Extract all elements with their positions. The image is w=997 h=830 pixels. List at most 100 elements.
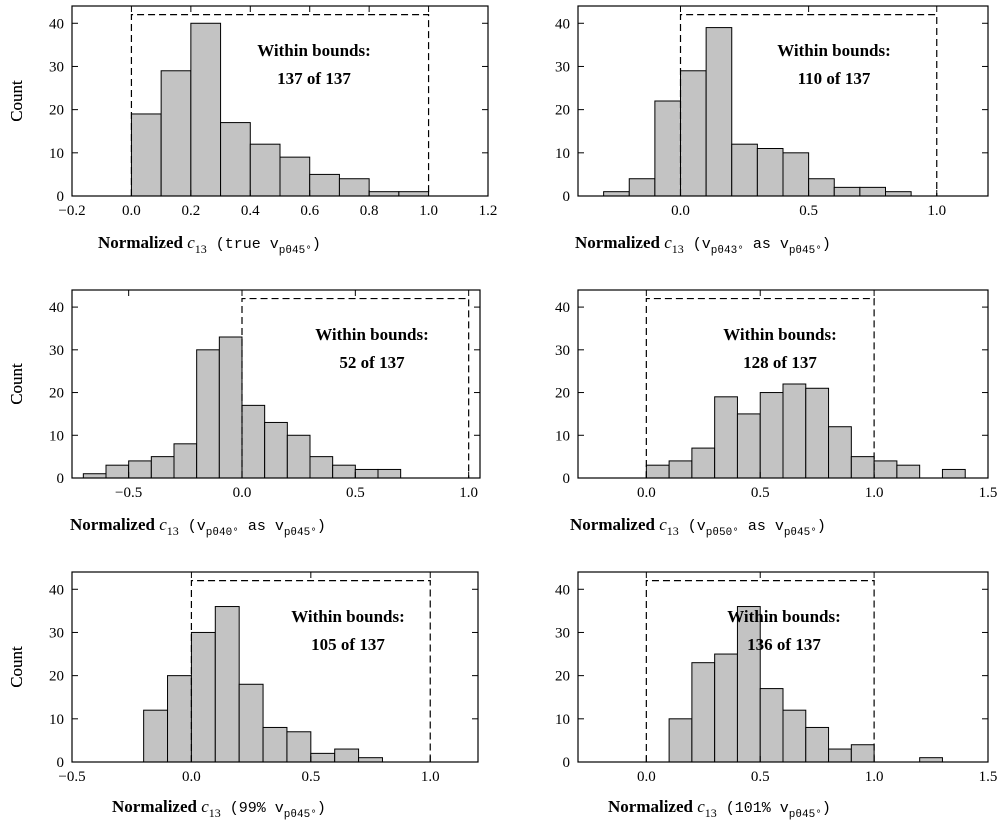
x-tick-label: −0.5: [115, 485, 142, 501]
y-axis-label: Count: [7, 80, 26, 122]
annotation-count: 137 of 137: [277, 69, 351, 88]
histogram-bar: [309, 456, 334, 479]
histogram-bar: [190, 22, 222, 197]
histogram-bar: [249, 143, 281, 197]
histogram-bar: [654, 100, 681, 197]
x-tick-label: 1.0: [927, 203, 946, 219]
y-tick-label: 30: [49, 59, 64, 75]
x-axis-label: Normalized c13 (99% vpθ45°): [112, 797, 326, 821]
histogram-bar: [896, 464, 921, 479]
histogram-bar: [782, 152, 810, 197]
bounds-box: [130, 14, 430, 196]
histogram-bar: [279, 156, 311, 197]
x-axis-label: Normalized c13 (vpθ40° as vpθ45°): [70, 515, 326, 539]
histogram-bar: [238, 683, 264, 763]
x-tick-label: 1.0: [865, 485, 884, 501]
y-axis-label: Count: [7, 363, 26, 405]
x-tick-label: 0.5: [799, 203, 818, 219]
histogram-bar: [805, 387, 830, 479]
annotation-title: Within bounds:: [723, 325, 837, 344]
histogram-bar: [334, 748, 360, 763]
histogram-panel-top-left: 0 10 20 30 40 −0.2 0.0 0.2 0.4 0.6 0.8 1.0 1.2 Count W…: [7, 5, 498, 257]
annotation-title: Within bounds:: [257, 41, 371, 60]
y-tick-label: 40: [555, 300, 570, 316]
histogram-panel-bottom-right: 0 10 20 30 40 0.0 0.5 1.0 1.5 Count Within bounds:…: [7, 571, 997, 821]
histogram-bar: [150, 456, 175, 479]
y-tick-label: 0: [563, 471, 571, 487]
histogram-bar: [714, 396, 738, 479]
histogram-bar: [850, 744, 875, 763]
histogram-bar: [873, 460, 898, 479]
y-tick-label: 10: [555, 146, 570, 162]
x-tick-label: 0.0: [233, 485, 252, 501]
y-tick-label: 20: [555, 103, 570, 119]
plot-frame: [71, 5, 489, 197]
histogram-bar: [705, 27, 733, 197]
x-tick-label: 0.5: [751, 769, 770, 785]
histogram-panel-top-right: 0 10 20 30 40 0.0 0.5 1.0 Count Within bounds: 110…: [7, 5, 989, 257]
histogram-bar: [808, 178, 835, 197]
histogram-bar: [130, 113, 162, 197]
histogram-bar: [603, 191, 630, 197]
y-tick-label: 20: [49, 669, 64, 685]
x-tick-label: 1.0: [459, 485, 478, 501]
annotation-count: 128 of 137: [743, 353, 817, 372]
histogram-bar: [286, 731, 312, 763]
histogram-bar: [82, 473, 107, 479]
x-tick-label: 0.2: [181, 203, 200, 219]
histogram-bar: [850, 456, 875, 479]
histogram-bar: [805, 726, 830, 763]
histogram-bar: [941, 468, 966, 479]
histogram-bar: [218, 336, 243, 479]
x-tick-label: 0.0: [637, 485, 656, 501]
histogram-panel-middle-left: 0 10 20 30 40 −0.5 0.0 0.5 1.0 Count Within bounds…: [7, 289, 481, 539]
histogram-bar: [173, 443, 198, 479]
annotation-count: 110 of 137: [798, 69, 871, 88]
bounds-box: [645, 580, 875, 762]
y-tick-label: 40: [49, 16, 64, 32]
y-tick-label: 40: [49, 582, 64, 598]
histogram-panel-middle-right: 0 10 20 30 40 0.0 0.5 1.0 1.5 Count Within bounds:…: [7, 289, 997, 539]
histogram-bar: [833, 186, 861, 197]
histogram-bar: [220, 122, 251, 197]
x-tick-label: 0.5: [346, 485, 365, 501]
histogram-bar: [264, 421, 288, 479]
y-tick-label: 40: [555, 582, 570, 598]
y-tick-label: 20: [49, 386, 64, 402]
y-tick-label: 0: [57, 471, 65, 487]
x-axis-label: Normalized c13 (vpθ43° as vpθ45°): [575, 233, 831, 257]
histogram-bar: [190, 631, 216, 763]
y-tick-label: 10: [555, 712, 570, 728]
histogram-bar: [310, 752, 336, 763]
x-tick-label: 0.0: [671, 203, 690, 219]
histogram-bar: [214, 606, 240, 763]
histogram-bar: [736, 606, 761, 763]
y-tick-label: 40: [49, 300, 64, 316]
histogram-bar: [377, 468, 402, 479]
histogram-bar: [286, 434, 311, 479]
annotation-title: Within bounds:: [727, 607, 841, 626]
histogram-bar: [759, 392, 784, 479]
y-tick-label: 30: [49, 343, 64, 359]
histogram-bar: [241, 404, 266, 479]
histogram-bar: [680, 70, 707, 197]
histogram-bar: [668, 460, 693, 479]
y-tick-label: 10: [49, 428, 64, 444]
histogram-bar: [859, 186, 886, 197]
histogram-bar: [105, 464, 130, 479]
plot-frame: [577, 571, 989, 763]
x-tick-label: 0.0: [122, 203, 141, 219]
histogram-bar: [309, 173, 340, 197]
histogram-bar: [691, 447, 716, 479]
y-tick-label: 30: [555, 625, 570, 641]
plot-frame: [71, 571, 479, 763]
y-tick-label: 10: [49, 712, 64, 728]
y-tick-label: 20: [555, 386, 570, 402]
histogram-bar: [782, 383, 807, 479]
x-tick-label: 1.2: [479, 203, 498, 219]
x-axis-label: Normalized c13 (101% vpθ45°): [608, 797, 831, 821]
histogram-bar: [338, 178, 370, 197]
y-tick-label: 10: [555, 428, 570, 444]
x-tick-label: 0.5: [301, 769, 320, 785]
